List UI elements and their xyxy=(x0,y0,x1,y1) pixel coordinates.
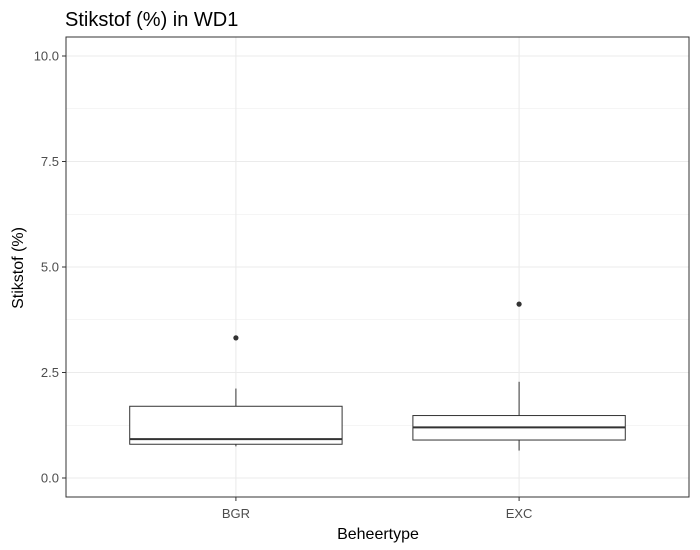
boxes xyxy=(129,301,626,451)
y-axis-title: Stikstof (%) xyxy=(10,227,27,309)
x-tick-label: BGR xyxy=(222,506,250,521)
x-tick-label: EXC xyxy=(506,506,533,521)
outlier-point xyxy=(516,301,522,307)
y-tick-label: 7.5 xyxy=(41,154,59,169)
box-exc xyxy=(412,301,626,451)
y-tick-label: 0.0 xyxy=(41,471,59,486)
y-tick-label: 10.0 xyxy=(34,48,59,63)
box-bgr xyxy=(129,335,343,447)
chart-title: Stikstof (%) in WD1 xyxy=(65,9,238,31)
iqr-box xyxy=(129,405,343,445)
x-axis-title: Beheertype xyxy=(337,526,419,543)
outlier-point xyxy=(233,335,239,341)
y-tick-label: 2.5 xyxy=(41,365,59,380)
y-tick-label: 5.0 xyxy=(41,260,59,275)
axis-ticks: 0.0 2.5 5.0 7.5 10.0 BGR EXC xyxy=(34,48,533,521)
